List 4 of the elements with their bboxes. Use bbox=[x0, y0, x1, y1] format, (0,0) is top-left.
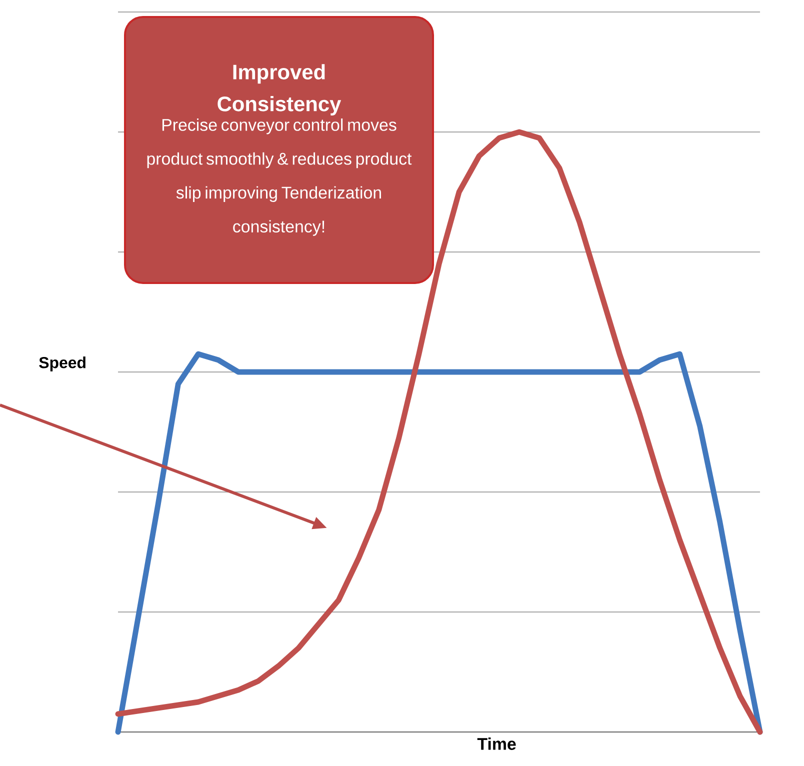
annotation: Precise conveyor control moves product smoothly & reduces product slip improving Tenderization consistency! bbox=[147, 118, 412, 236]
x-axis-title: Time bbox=[477, 738, 516, 750]
text: Improved Consistency bbox=[218, 64, 342, 116]
y-axis-title: Speed bbox=[39, 356, 86, 372]
